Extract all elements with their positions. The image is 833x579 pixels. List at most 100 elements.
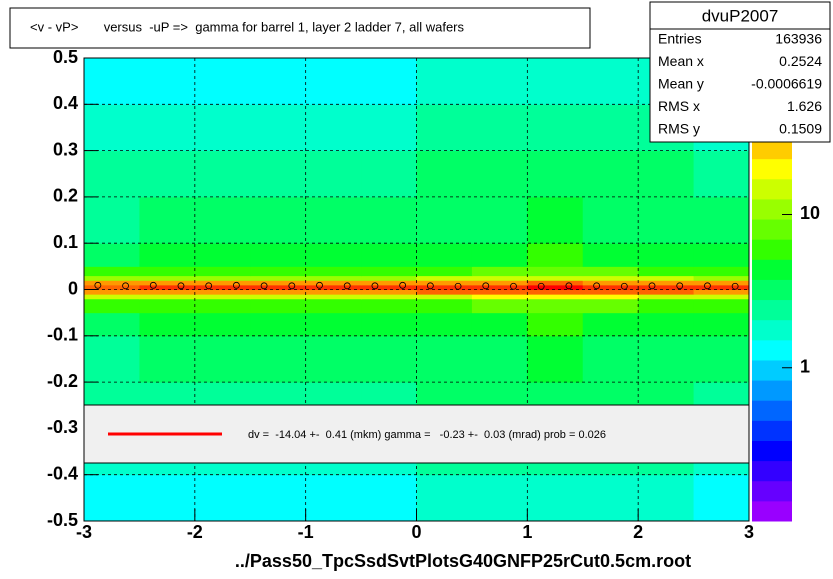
- heat-cell: [194, 266, 251, 277]
- profile-point: [232, 281, 240, 289]
- heat-cell: [139, 284, 196, 290]
- heat-cell: [416, 335, 473, 383]
- heat-cell: [84, 284, 140, 290]
- y-tick-label: 0.2: [53, 186, 78, 206]
- heat-cell: [693, 298, 750, 314]
- heat-cell: [361, 474, 417, 522]
- heat-cell: [250, 243, 307, 267]
- heat-cell: [638, 196, 695, 244]
- heat-cell: [416, 298, 473, 314]
- heat-cell: [471, 150, 528, 198]
- heat-cell: [139, 298, 196, 314]
- heat-cell: [194, 289, 251, 295]
- y-tick-label: -0.5: [47, 510, 78, 530]
- x-tick-label: -1: [298, 522, 314, 542]
- heat-cell: [693, 312, 750, 337]
- heat-cell: [194, 474, 251, 522]
- heat-cell: [305, 335, 362, 383]
- heat-cell: [693, 150, 750, 198]
- heat-cell: [638, 280, 695, 286]
- y-tick-label: 0.1: [53, 232, 78, 252]
- title-box: [9, 7, 591, 49]
- profile-point: [371, 282, 379, 290]
- heat-cell: [582, 150, 639, 198]
- heat-cell: [638, 298, 695, 314]
- color-bar-step: [752, 178, 792, 200]
- heat-cell: [527, 474, 584, 522]
- y-tick-label: 0.4: [53, 93, 78, 113]
- y-tick-label: -0.4: [47, 463, 78, 483]
- heat-cell: [693, 196, 750, 244]
- heat-cell: [638, 150, 695, 198]
- heat-cell: [194, 312, 251, 337]
- heat-cell: [638, 266, 695, 277]
- heat-cell: [250, 280, 307, 286]
- stats-value: 0.2524: [779, 53, 822, 69]
- heat-cell: [693, 294, 750, 300]
- stats-label: RMS x: [658, 98, 700, 114]
- heat-cell: [416, 275, 473, 281]
- profile-point: [343, 282, 351, 290]
- heat-cell: [416, 289, 473, 295]
- heat-cell: [416, 266, 473, 277]
- heat-cell: [194, 335, 251, 383]
- heat-cell: [527, 275, 584, 281]
- color-bar-step: [752, 279, 792, 301]
- heat-cell: [527, 335, 584, 383]
- x-tick-label: 2: [633, 522, 643, 542]
- heat-cell: [416, 294, 473, 300]
- heat-cell: [361, 312, 417, 337]
- color-bar-step: [752, 380, 792, 401]
- heat-cell: [471, 298, 528, 314]
- profile-point: [288, 282, 296, 290]
- heat-cell: [582, 275, 639, 281]
- stats-value: -0.0006619: [751, 76, 822, 92]
- heat-cell: [139, 104, 196, 152]
- heat-cell: [693, 289, 750, 295]
- heat-cell: [194, 196, 251, 244]
- heat-cell: [84, 289, 140, 295]
- heat-cell: [139, 196, 196, 244]
- y-tick-label: -0.3: [47, 417, 78, 437]
- heat-cell: [84, 275, 140, 281]
- color-bar-step: [752, 138, 792, 160]
- heat-cell: [250, 58, 307, 105]
- x-tick-label: 1: [522, 522, 532, 542]
- heat-cell: [84, 474, 140, 522]
- heat-cell: [693, 266, 750, 277]
- heat-cell: [693, 280, 750, 286]
- heat-cell: [250, 298, 307, 314]
- heat-cell: [582, 474, 639, 522]
- heat-cell: [250, 335, 307, 383]
- heat-cell: [527, 243, 584, 267]
- heat-cell: [361, 275, 417, 281]
- heat-cell: [194, 275, 251, 281]
- heat-cell: [361, 335, 417, 383]
- heat-cell: [84, 335, 140, 383]
- color-bar-step: [752, 158, 792, 180]
- color-bar-step: [752, 219, 792, 240]
- heat-cell: [416, 284, 473, 290]
- profile-point: [537, 282, 545, 290]
- heat-cell: [582, 280, 639, 286]
- heat-cell: [250, 289, 307, 295]
- heat-cell: [139, 275, 196, 281]
- profile-point: [704, 282, 711, 290]
- color-bar-step: [752, 339, 792, 361]
- heat-cell: [638, 284, 695, 290]
- heat-cell: [582, 289, 639, 295]
- heat-cell: [250, 196, 307, 244]
- profile-point: [593, 282, 601, 290]
- stats-box: [649, 1, 831, 143]
- profile-point: [620, 282, 628, 290]
- stats-value: 163936: [775, 31, 822, 47]
- y-tick-label: -0.2: [47, 371, 78, 391]
- heat-cell: [471, 196, 528, 244]
- heat-cell: [139, 335, 196, 383]
- heat-cell: [250, 284, 307, 290]
- stats-title: dvuP2007: [702, 6, 779, 25]
- heat-cell: [361, 58, 417, 105]
- heat-cell: [305, 298, 362, 314]
- heat-cell: [194, 280, 251, 286]
- heat-cell: [527, 266, 584, 277]
